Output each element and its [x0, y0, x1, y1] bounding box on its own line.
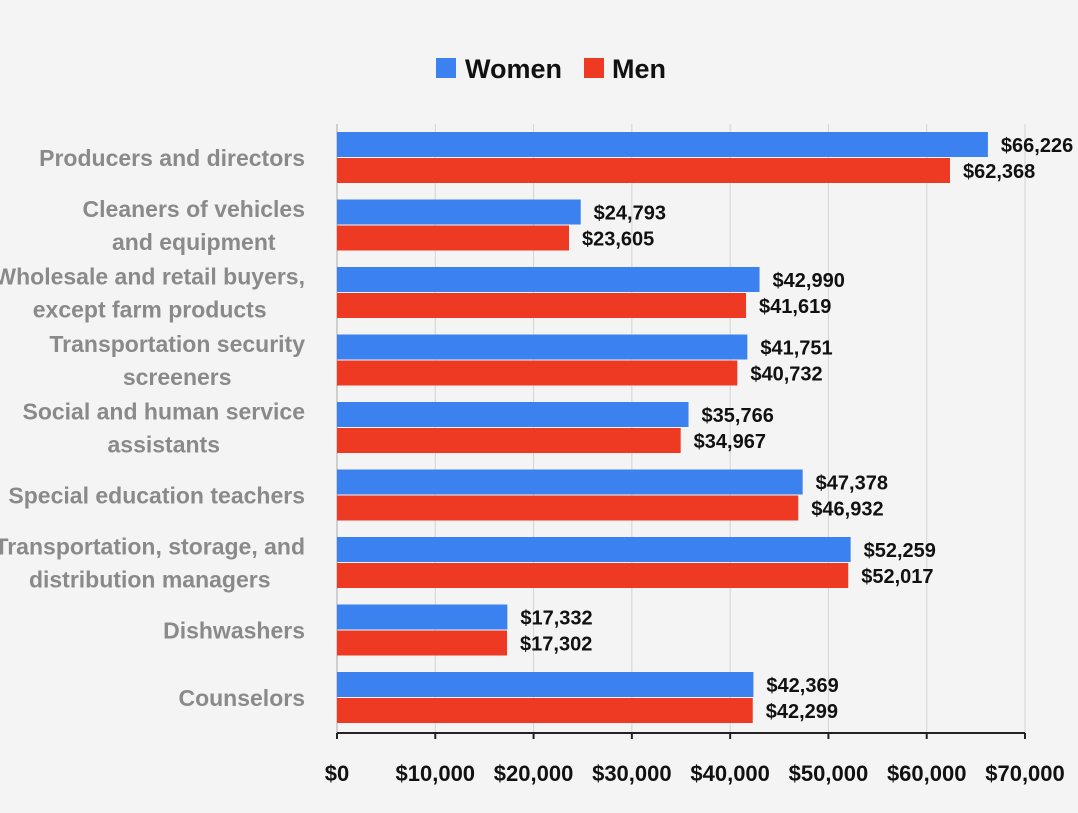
bar-women [337, 469, 803, 495]
bar-men [337, 563, 849, 588]
bar-men [337, 360, 738, 386]
bars: $66,226 $62,368 $24,793 $23,605 $42,990 $41,6… [337, 132, 1073, 723]
category-label: Producers and directors [39, 145, 305, 171]
legend-item-women: Women [436, 54, 562, 84]
bar-women [337, 267, 760, 292]
legend-item-men: Men [584, 54, 666, 84]
bar-women [337, 672, 754, 697]
bar-women [337, 334, 748, 360]
bar-women [337, 537, 851, 562]
value-label: $52,017 [861, 566, 933, 588]
legend-swatch [584, 58, 604, 78]
value-label: $66,226 [1001, 135, 1073, 157]
bar-women [337, 132, 988, 157]
bar-men [337, 428, 681, 453]
x-axis: $0 $10,000 $20,000 $30,000 $40,000 $50,000 $60… [325, 732, 1065, 786]
value-label: $24,793 [594, 203, 666, 225]
value-label: $41,619 [759, 296, 831, 318]
bar-men [337, 225, 570, 251]
x-tick-label: $30,000 [592, 761, 672, 786]
category-label: Cleaners of vehicles [83, 196, 305, 222]
category-label: Social and human service [22, 399, 305, 425]
value-label: $23,605 [582, 229, 654, 251]
bar-women [337, 199, 581, 225]
value-label: $17,302 [520, 634, 592, 656]
value-label: $47,378 [816, 473, 888, 495]
x-tick-label: $40,000 [690, 761, 770, 786]
value-label: $40,732 [750, 364, 822, 386]
legend: Women Men [436, 54, 666, 84]
category-label: Transportation security [49, 331, 305, 357]
category-labels: Producers and directors Cleaners of vehic… [0, 145, 305, 711]
bar-men [337, 293, 747, 318]
category-label: and equipment [112, 229, 276, 255]
category-label: screeners [123, 364, 232, 390]
category-label: Special education teachers [8, 483, 305, 509]
x-tick-label: $50,000 [789, 761, 869, 786]
category-label: except farm products [33, 297, 267, 323]
bar-men [337, 495, 799, 521]
category-label: Wholesale and retail buyers, [0, 264, 305, 290]
category-label: Transportation, storage, and [0, 534, 305, 560]
bar-women [337, 604, 508, 630]
value-label: $62,368 [963, 161, 1035, 183]
legend-swatch [436, 58, 456, 78]
x-tick-label: $20,000 [494, 761, 574, 786]
value-label: $35,766 [702, 405, 774, 427]
value-label: $42,990 [773, 270, 845, 292]
x-tick-label: $0 [325, 761, 349, 786]
value-label: $52,259 [864, 540, 936, 562]
x-tick-label: $70,000 [985, 761, 1065, 786]
value-label: $34,967 [694, 431, 766, 453]
category-label: Dishwashers [163, 618, 305, 644]
value-label: $42,299 [766, 701, 838, 723]
category-label: distribution managers [29, 567, 271, 593]
legend-label: Women [465, 54, 562, 84]
value-label: $42,369 [766, 675, 838, 697]
bar-men [337, 630, 508, 656]
category-label: assistants [107, 432, 220, 458]
value-label: $17,332 [520, 608, 592, 630]
x-tick-label: $10,000 [396, 761, 476, 786]
bar-men [337, 158, 950, 183]
x-tick-label: $60,000 [887, 761, 967, 786]
value-label: $46,932 [811, 499, 883, 521]
bar-women [337, 402, 689, 427]
value-label: $41,751 [760, 338, 832, 360]
legend-label: Men [612, 54, 666, 84]
bar-men [337, 698, 753, 723]
category-label: Counselors [178, 685, 305, 711]
